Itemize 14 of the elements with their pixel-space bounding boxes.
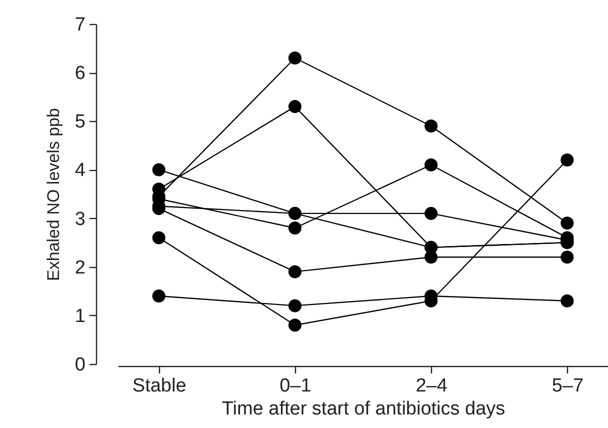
- y-tick-label: 6: [74, 63, 86, 84]
- x-axis-title: Time after start of antibiotics days: [222, 398, 506, 420]
- x-tick-label: 5–7: [552, 376, 584, 396]
- y-tick-label: 7: [74, 14, 86, 36]
- y-tick-label: 3: [74, 208, 86, 230]
- y-tick-label: 2: [74, 257, 86, 278]
- y-tick-label: 1: [74, 306, 86, 327]
- y-tick-label: 4: [74, 160, 86, 182]
- y-axis-title: Exhaled NO levels ppb: [44, 108, 63, 281]
- x-tick-label: 2–4: [416, 376, 448, 396]
- y-tick-label: 5: [74, 112, 86, 133]
- x-tick-label: Stable: [132, 376, 186, 396]
- x-tick-label: 0–1: [280, 376, 312, 396]
- y-tick-label: 0: [74, 354, 86, 376]
